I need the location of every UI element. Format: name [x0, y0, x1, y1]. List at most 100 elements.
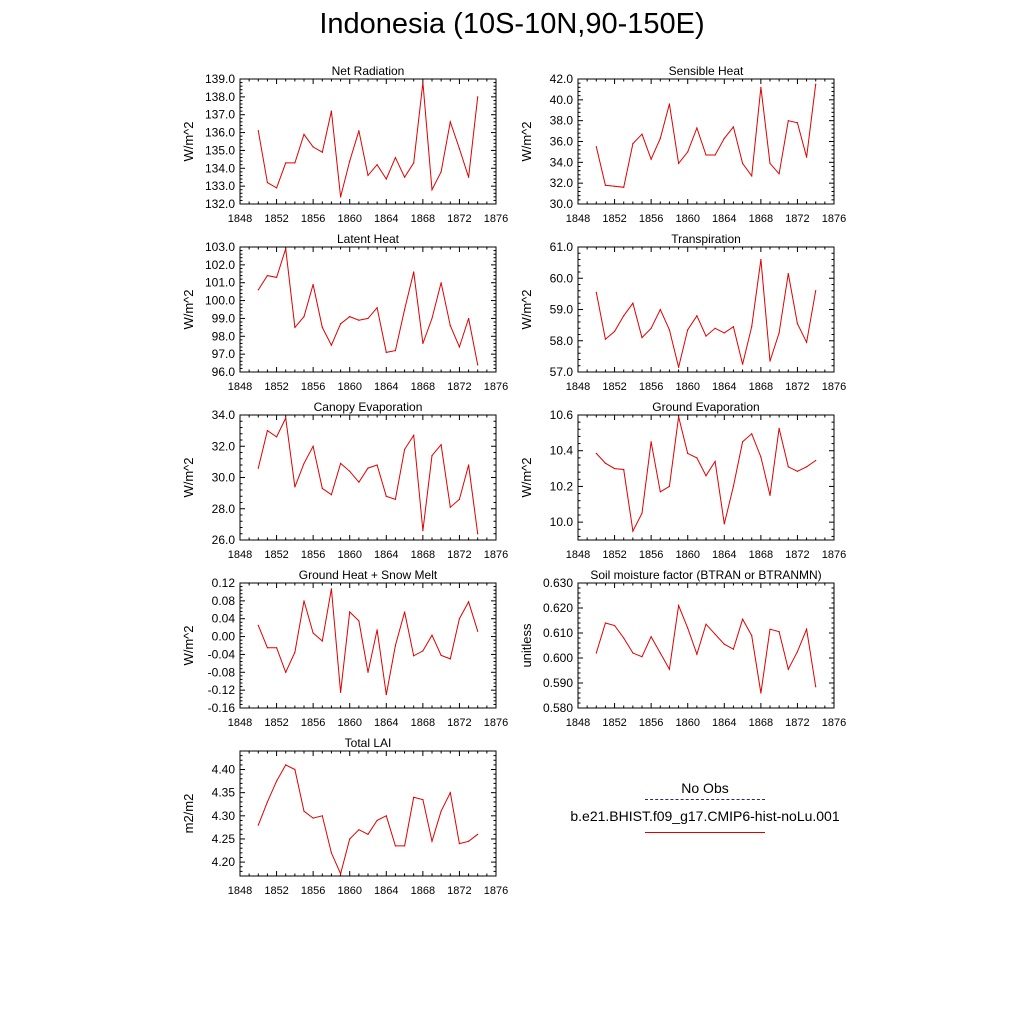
data-point — [303, 133, 305, 135]
y-tick-label: 28.0 — [212, 502, 236, 516]
data-point — [595, 146, 597, 148]
data-point — [769, 494, 771, 496]
data-point — [422, 650, 424, 652]
x-tick-label: 1872 — [447, 213, 471, 225]
data-point — [312, 445, 314, 447]
data-point — [796, 651, 799, 653]
data-point — [467, 317, 470, 320]
x-tick-label: 1860 — [675, 549, 699, 561]
x-tick-label: 1872 — [447, 885, 471, 897]
data-point — [650, 636, 652, 638]
y-tick-label: 134.0 — [205, 161, 235, 175]
data-point — [705, 154, 707, 156]
data-point — [732, 648, 735, 650]
data-point — [477, 96, 479, 98]
x-tick-label: 1848 — [566, 717, 590, 729]
data-point — [385, 178, 387, 180]
x-tick-label: 1856 — [639, 717, 663, 729]
data-point — [294, 651, 296, 653]
x-tick-label: 1848 — [566, 213, 590, 225]
y-tick-label: 135.0 — [205, 143, 235, 157]
panel-title: Transpiration — [671, 232, 741, 246]
data-point — [641, 512, 643, 514]
panel-title: Canopy Evaporation — [314, 400, 423, 414]
data-point — [760, 86, 762, 88]
data-point — [714, 460, 716, 463]
data-point — [687, 329, 689, 331]
data-point — [650, 441, 652, 443]
data-point — [458, 842, 461, 845]
data-point — [275, 780, 278, 782]
chart-panel: 1848 1852 1856 1860 1864 1868 1872 1876 57.0 58.0… — [519, 232, 846, 393]
y-axis-label: W/m^2 — [519, 289, 534, 329]
data-point — [413, 271, 415, 273]
data-point — [321, 640, 323, 642]
data-point — [431, 189, 433, 191]
y-tick-label: 139.0 — [205, 72, 235, 86]
x-tick-label: 1868 — [749, 381, 773, 393]
data-point — [413, 655, 415, 657]
y-tick-label: 132.0 — [205, 197, 235, 211]
x-tick-label: 1852 — [264, 213, 288, 225]
data-point — [449, 324, 451, 327]
data-point — [815, 686, 817, 688]
data-point — [257, 824, 259, 826]
y-tick-label: 101.0 — [205, 276, 235, 290]
y-axis-label: W/m^2 — [181, 457, 196, 497]
data-point — [266, 181, 269, 184]
x-tick-label: 1872 — [447, 549, 471, 561]
data-point — [285, 162, 287, 164]
y-axis-label: m2/m2 — [181, 794, 196, 834]
data-point — [275, 436, 278, 438]
y-axis-label: W/m^2 — [519, 457, 534, 497]
data-point — [339, 873, 342, 875]
x-tick-label: 1876 — [822, 381, 846, 393]
y-tick-label: -0.16 — [208, 701, 236, 715]
data-point — [723, 137, 725, 139]
data-point — [376, 629, 378, 631]
data-point — [796, 322, 799, 325]
data-point — [723, 643, 725, 645]
data-point — [440, 654, 442, 656]
y-tick-label: 4.35 — [212, 786, 236, 800]
data-point — [367, 833, 369, 835]
data-point — [623, 468, 625, 471]
data-point — [714, 327, 716, 329]
data-point — [632, 652, 634, 654]
x-tick-label: 1872 — [785, 549, 809, 561]
y-tick-label: 0.590 — [543, 676, 573, 690]
x-tick-label: 1852 — [264, 885, 288, 897]
series-line — [595, 259, 817, 368]
y-tick-label: 102.0 — [205, 258, 235, 272]
data-point — [705, 623, 707, 625]
data-point — [275, 276, 278, 278]
x-tick-label: 1872 — [785, 717, 809, 729]
panel-title: Total LAI — [345, 736, 392, 750]
chart-panel: 1848 1852 1856 1860 1864 1868 1872 1876 132.0 133… — [181, 64, 508, 225]
data-point — [440, 282, 442, 284]
data-point — [285, 248, 287, 250]
y-tick-label: 10.2 — [550, 479, 574, 493]
data-point — [815, 290, 817, 292]
x-tick-label: 1868 — [749, 549, 773, 561]
x-tick-label: 1860 — [337, 381, 361, 393]
x-tick-label: 1856 — [301, 717, 325, 729]
data-point — [413, 162, 415, 164]
y-axis-label: W/m^2 — [181, 625, 196, 665]
x-tick-label: 1852 — [602, 717, 626, 729]
data-point — [477, 533, 479, 535]
y-tick-label: 100.0 — [205, 294, 235, 308]
data-point — [321, 487, 323, 490]
data-point — [632, 142, 634, 145]
data-point — [604, 622, 607, 624]
y-tick-label: 38.0 — [550, 114, 574, 128]
data-point — [394, 845, 397, 847]
data-point — [312, 632, 314, 634]
data-point — [613, 624, 616, 627]
data-point — [431, 634, 433, 636]
y-tick-label: 0.04 — [212, 612, 236, 626]
data-point — [815, 459, 817, 462]
data-point — [595, 291, 597, 293]
data-point — [751, 175, 753, 177]
y-tick-label: 34.0 — [212, 408, 236, 422]
